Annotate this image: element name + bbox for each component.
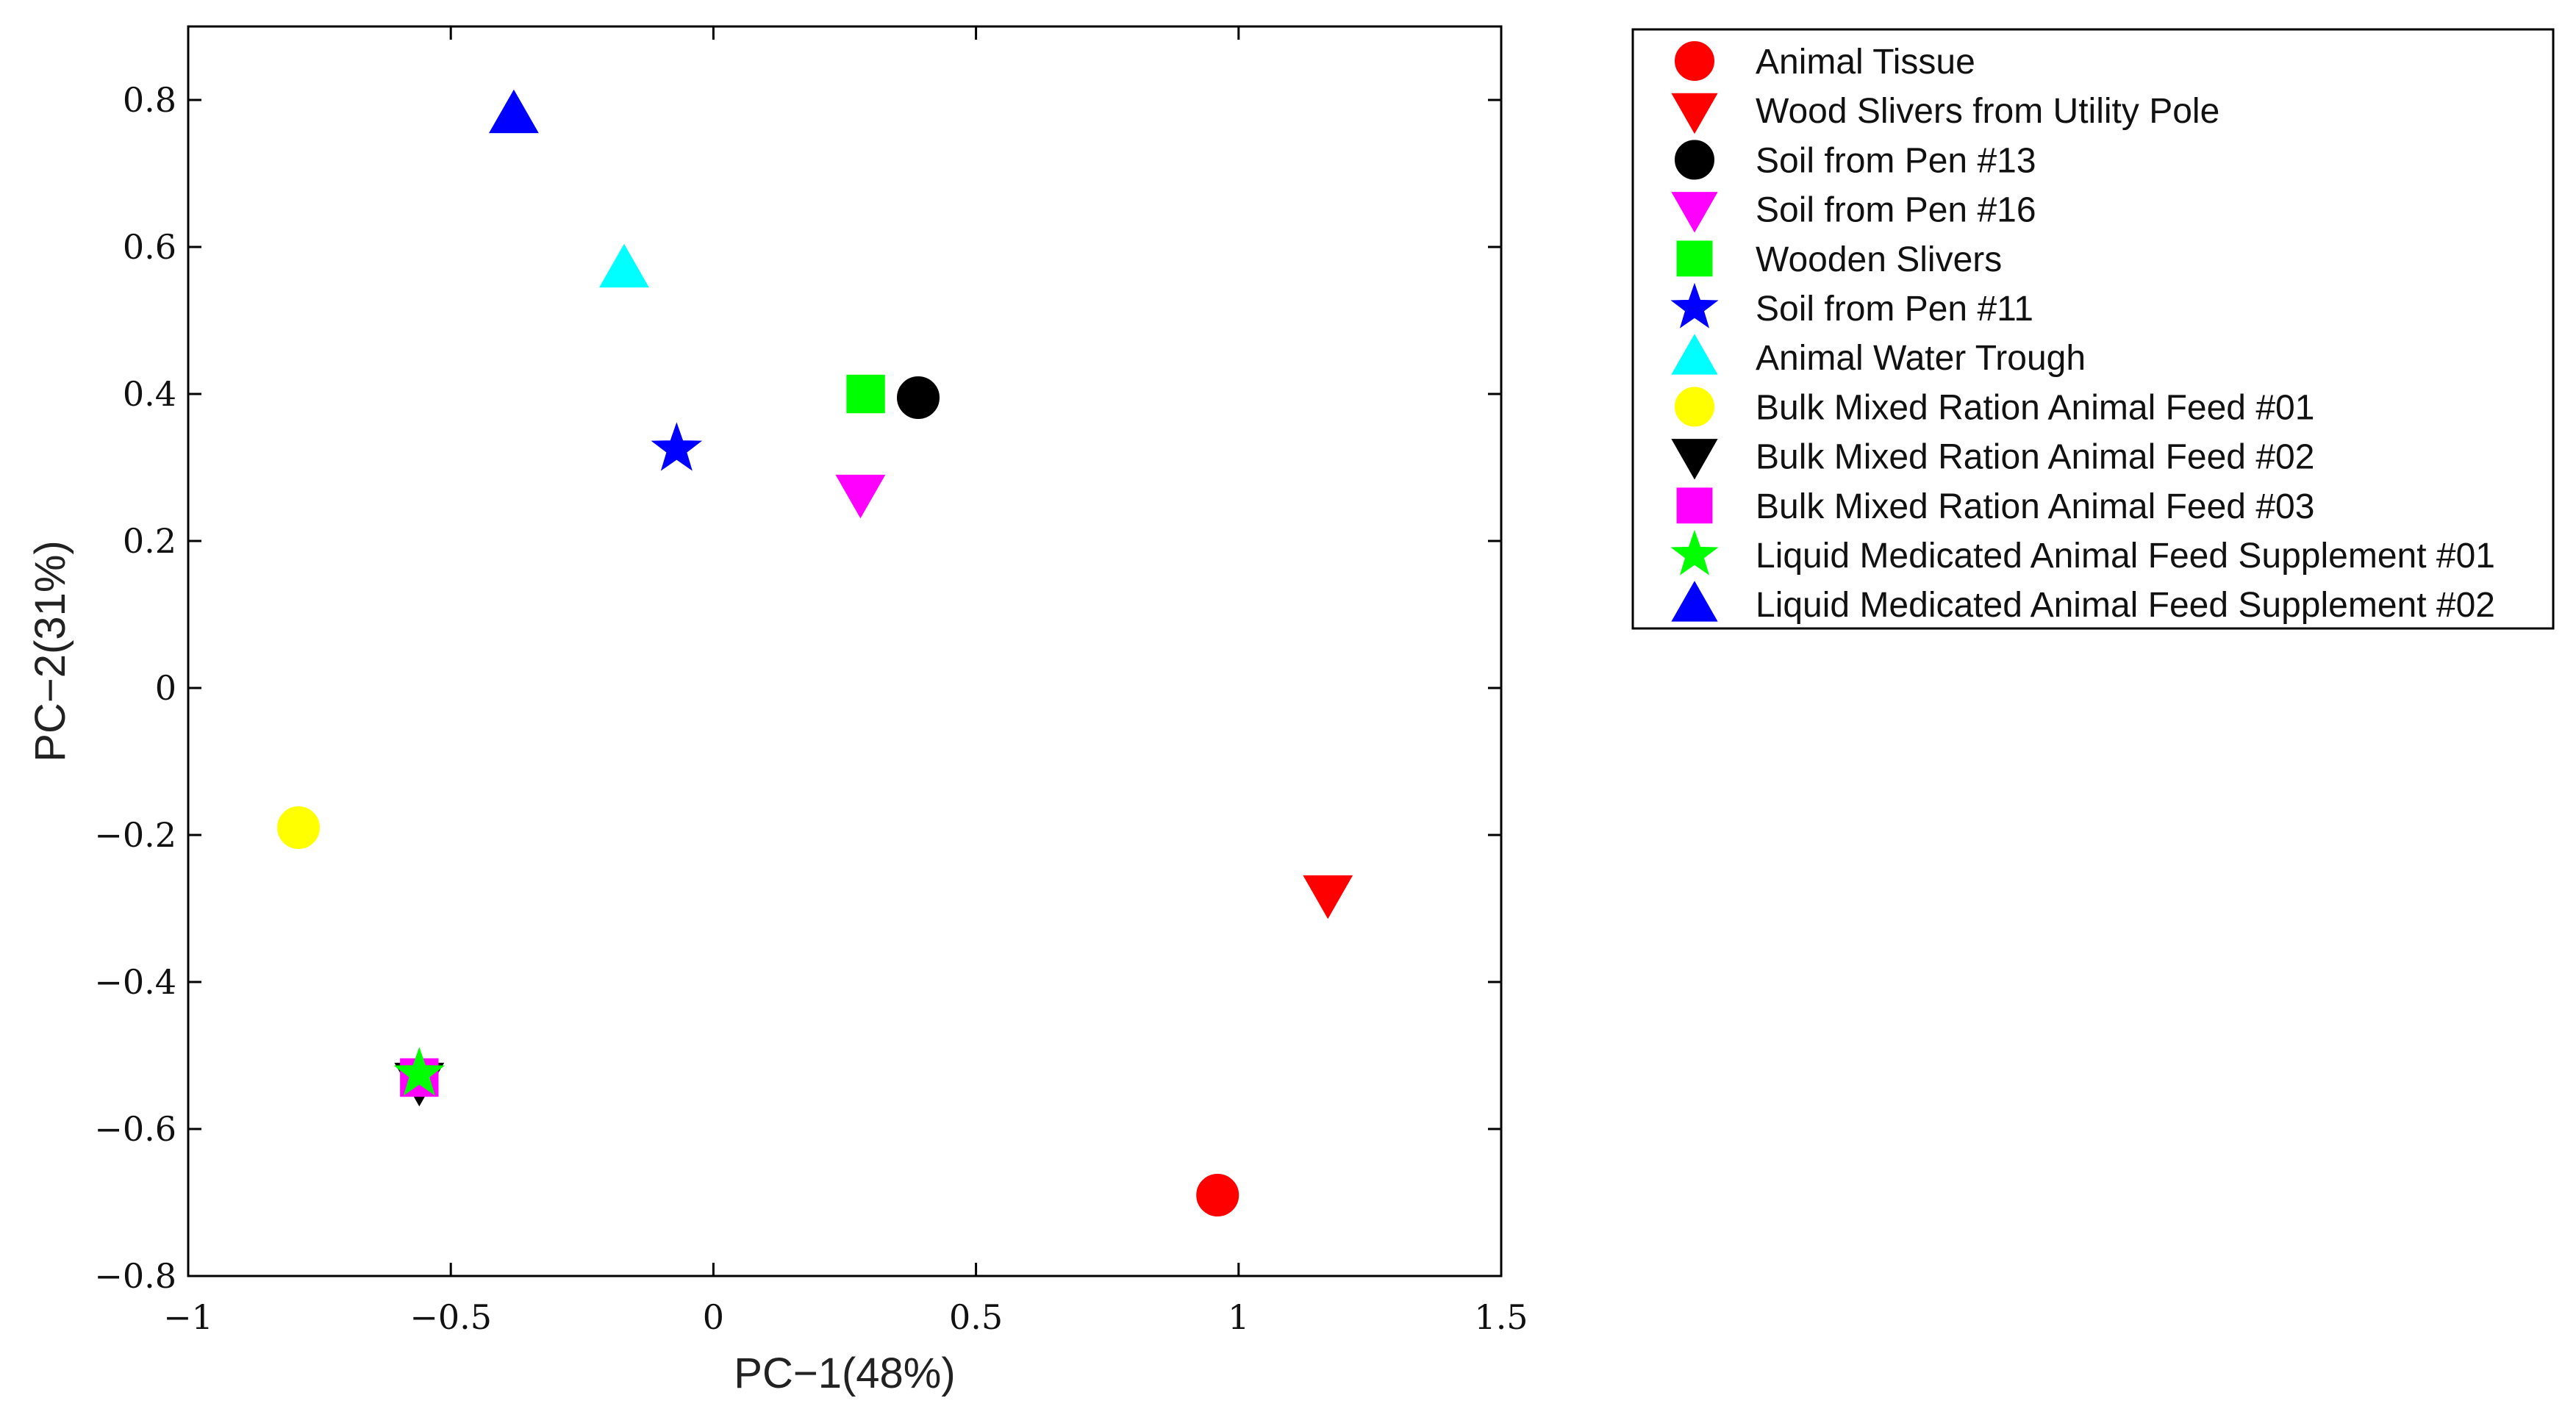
legend-label: Animal Tissue xyxy=(1756,43,1975,82)
legend-marker xyxy=(1670,282,1719,329)
data-points xyxy=(277,89,1353,1216)
legend-label: Wooden Slivers xyxy=(1756,240,2002,279)
y-tick-label: −0.2 xyxy=(94,815,176,855)
x-tick-label: −0.5 xyxy=(409,1297,492,1337)
legend-frame xyxy=(1631,28,2555,630)
data-point xyxy=(599,243,649,288)
x-axis-label: PC−1(48%) xyxy=(734,1349,955,1397)
y-axis-label: PC−2(31%) xyxy=(26,540,74,761)
legend-label: Animal Water Trough xyxy=(1756,339,2086,378)
data-point xyxy=(277,806,321,849)
y-tick-label: −0.4 xyxy=(94,962,176,1002)
legend: Animal Tissue Wood Slivers from Utility … xyxy=(1631,28,2555,630)
y-tick-label: 0.8 xyxy=(123,80,176,120)
plot-area-frame xyxy=(187,25,1503,1277)
legend-marker xyxy=(1676,240,1713,277)
y-tick-label: 0.6 xyxy=(123,227,176,267)
legend-marker xyxy=(1675,140,1714,180)
legend-marker xyxy=(1671,93,1718,135)
legend-marker xyxy=(1670,529,1719,576)
y-tick-label: 0.4 xyxy=(123,374,176,414)
legend-marker xyxy=(1671,581,1718,622)
legend-marker xyxy=(1675,387,1714,427)
legend-marker xyxy=(1676,487,1713,524)
legend-label: Soil from Pen #13 xyxy=(1756,141,2036,180)
legend-label: Wood Slivers from Utility Pole xyxy=(1756,92,2219,131)
x-tick-label: 1.5 xyxy=(1474,1297,1528,1337)
legend-label: Liquid Medicated Animal Feed Supplement … xyxy=(1756,537,2495,576)
legend-marker xyxy=(1671,334,1718,375)
data-point xyxy=(393,1047,446,1096)
legend-label: Bulk Mixed Ration Animal Feed #02 xyxy=(1756,438,2314,477)
legend-items: Animal Tissue Wood Slivers from Utility … xyxy=(1670,41,2495,625)
x-tick-label: −1 xyxy=(163,1297,213,1337)
legend-label: Soil from Pen #11 xyxy=(1756,290,2033,329)
y-tick-label: 0 xyxy=(155,668,176,708)
x-axis-ticks: −1 −0.5 0 0.5 1 1.5 xyxy=(163,26,1528,1337)
data-point xyxy=(651,422,703,471)
legend-marker xyxy=(1671,439,1718,480)
legend-label: Soil from Pen #16 xyxy=(1756,191,2036,230)
data-point xyxy=(897,376,940,419)
legend-label: Liquid Medicated Animal Feed Supplement … xyxy=(1756,586,2495,625)
y-axis-ticks: −0.8 −0.6 −0.4 −0.2 0 0.2 0.4 0.6 0.8 xyxy=(94,80,1501,1296)
data-point xyxy=(1303,875,1353,920)
data-point xyxy=(1196,1174,1239,1216)
legend-label: Bulk Mixed Ration Animal Feed #03 xyxy=(1756,487,2314,526)
legend-label: Bulk Mixed Ration Animal Feed #01 xyxy=(1756,388,2314,427)
data-point xyxy=(835,474,886,519)
y-tick-label: −0.6 xyxy=(94,1109,176,1149)
legend-marker xyxy=(1675,41,1714,81)
x-tick-label: 0.5 xyxy=(949,1297,1003,1337)
y-tick-label: 0.2 xyxy=(123,521,176,561)
data-point xyxy=(489,89,539,134)
x-tick-label: 1 xyxy=(1228,1297,1249,1337)
y-tick-label: −0.8 xyxy=(94,1256,176,1296)
data-point xyxy=(846,374,885,414)
x-tick-label: 0 xyxy=(703,1297,724,1337)
legend-marker xyxy=(1671,192,1718,233)
